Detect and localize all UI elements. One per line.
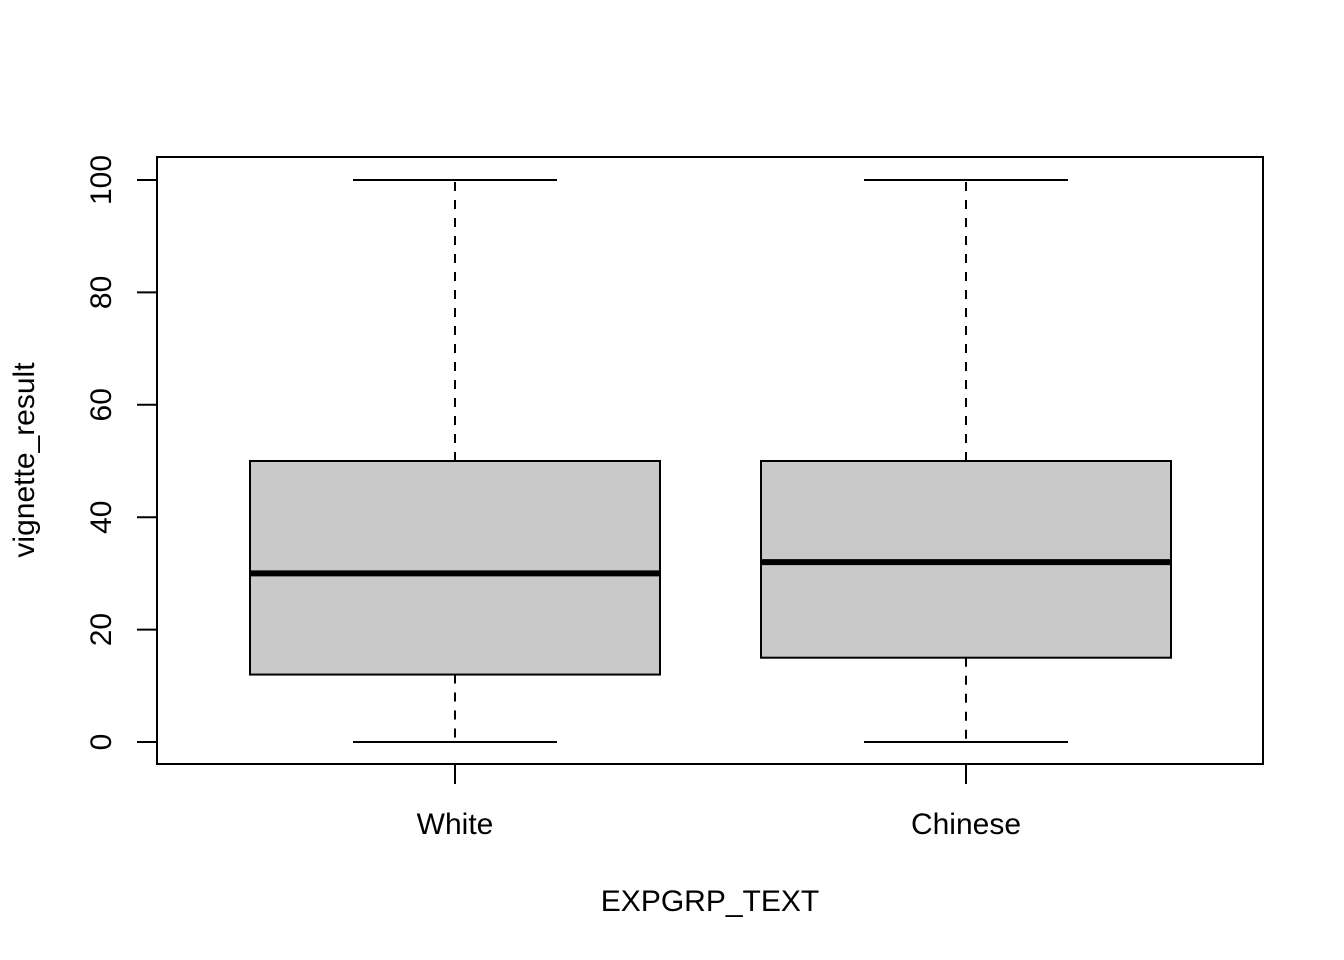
y-tick-label: 0	[85, 734, 118, 751]
x-tick-label: Chinese	[911, 808, 1021, 841]
x-axis-title: EXPGRP_TEXT	[601, 885, 819, 918]
y-axis-title: vignette_result	[8, 362, 41, 558]
box-white	[249, 179, 661, 743]
y-tick-label: 40	[85, 501, 118, 534]
box-chinese	[760, 179, 1172, 743]
box-group	[249, 179, 1172, 743]
y-tick-label: 60	[85, 388, 118, 421]
y-axis: 0 20 40 60 80 100	[85, 155, 158, 751]
y-tick-label: 20	[85, 613, 118, 646]
y-tick-label: 100	[85, 155, 118, 205]
iqr-box	[249, 460, 661, 676]
x-axis: White Chinese	[417, 764, 1021, 841]
x-tick-label: White	[417, 808, 494, 841]
y-tick-label: 80	[85, 276, 118, 309]
